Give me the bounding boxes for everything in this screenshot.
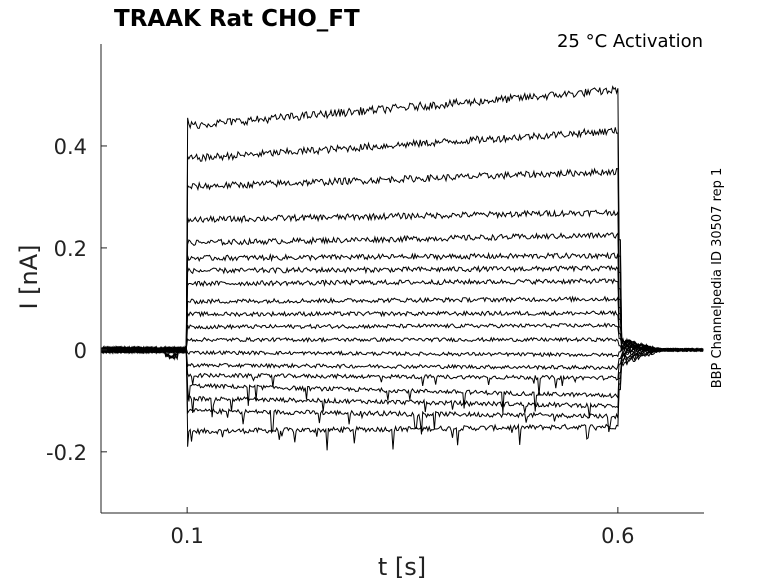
side-label: BBP Channelpedia ID 30507 rep 1 xyxy=(710,168,725,389)
x-ticks: 0.1 0.6 xyxy=(170,507,635,548)
trace-line xyxy=(100,345,704,396)
trace-line xyxy=(100,345,704,419)
trace-line xyxy=(100,251,704,355)
x-axis-label: t [s] xyxy=(378,553,426,581)
y-axis-label: I [nA] xyxy=(15,244,43,309)
trace-line xyxy=(100,322,704,361)
y-tick-label: -0.2 xyxy=(46,441,87,465)
trace-line xyxy=(100,85,704,355)
trace-line xyxy=(100,295,704,355)
chart-title: TRAAK Rat CHO_FT xyxy=(114,6,360,32)
y-tick-label: 0.4 xyxy=(54,135,87,159)
trace-line xyxy=(100,345,704,358)
y-ticks: -0.2 0 0.2 0.4 xyxy=(46,135,107,465)
trace-line xyxy=(100,278,704,355)
chart-annotation: 25 °C Activation xyxy=(557,31,703,52)
trace-line xyxy=(100,167,704,359)
trace-line xyxy=(100,310,704,355)
trace-line xyxy=(101,264,704,358)
y-tick-label: 0.2 xyxy=(54,237,87,261)
trace-line xyxy=(100,345,704,414)
x-tick-label: 0.1 xyxy=(170,524,203,548)
trace-line xyxy=(100,231,704,355)
x-tick-label: 0.6 xyxy=(601,524,634,548)
y-tick-label: 0 xyxy=(74,339,87,363)
trace-line xyxy=(100,208,704,355)
trace-line xyxy=(100,127,704,355)
trace-line xyxy=(100,345,704,371)
trace-line xyxy=(100,345,704,435)
trace-line xyxy=(100,345,704,451)
traces xyxy=(100,85,704,451)
trace-line xyxy=(100,336,704,355)
